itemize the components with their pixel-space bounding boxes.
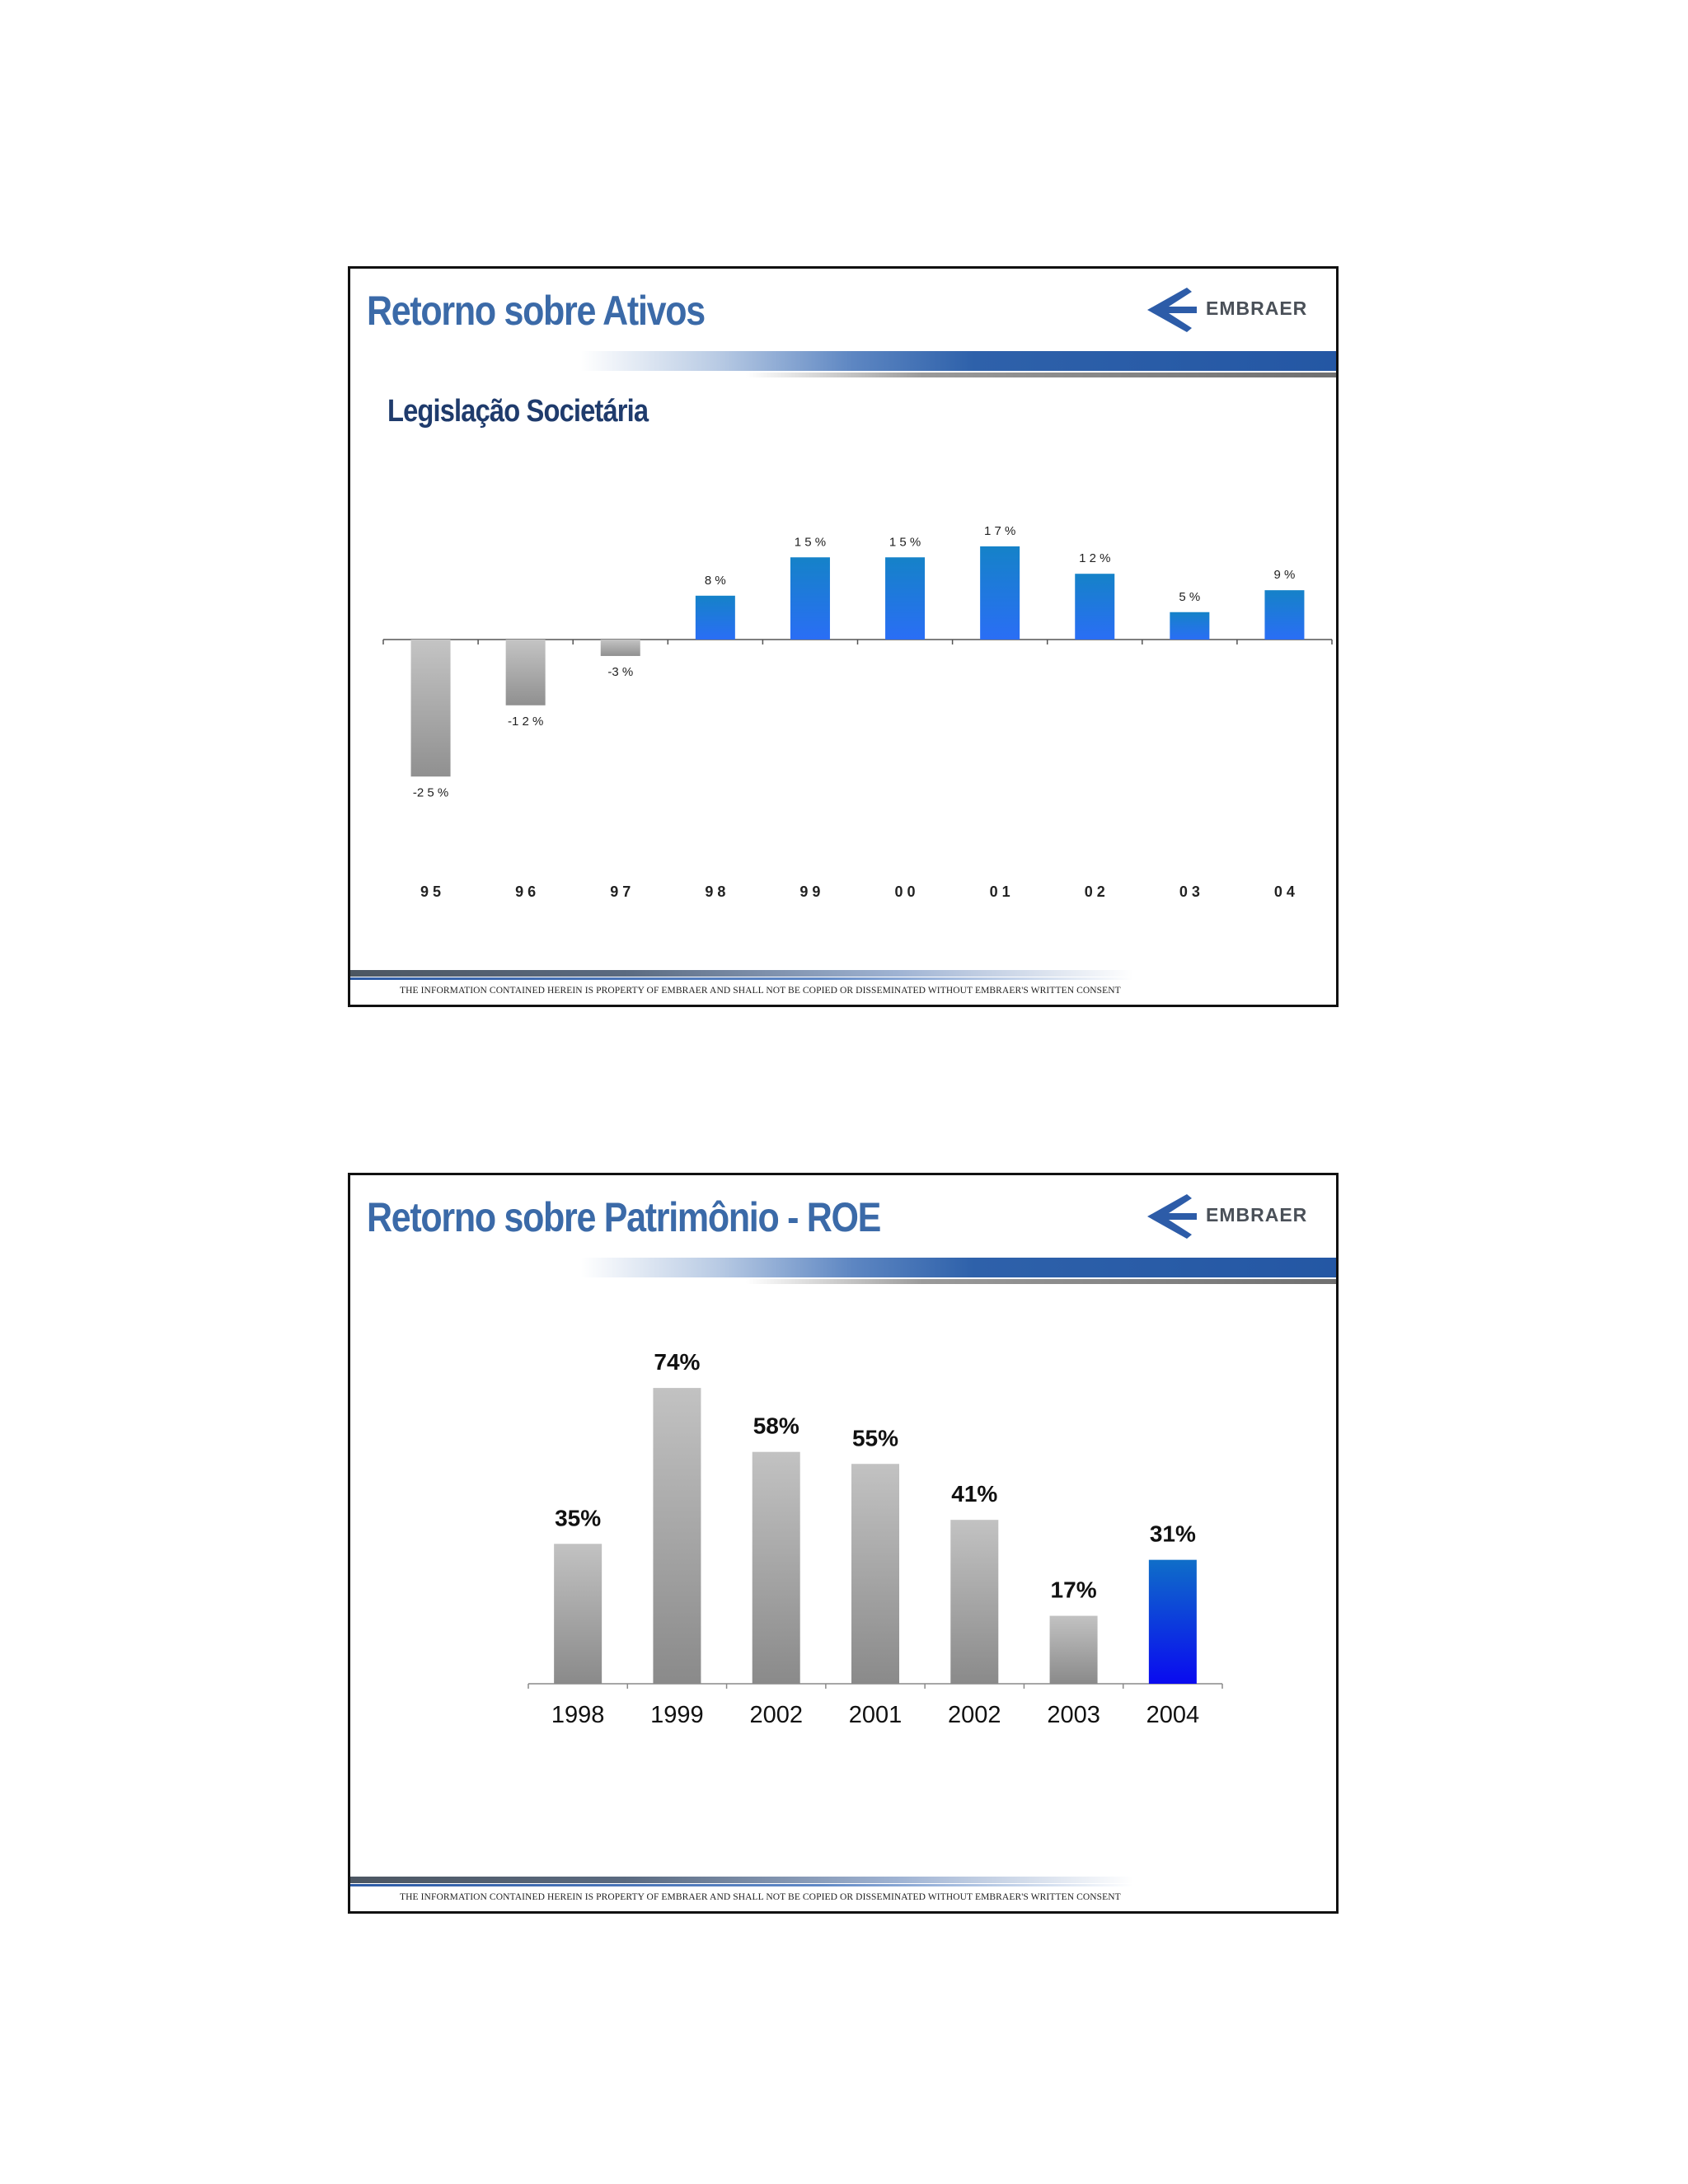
data-label: -2 5 % <box>413 785 448 799</box>
bar <box>600 640 640 656</box>
bar <box>1075 574 1115 640</box>
slide-title: Retorno sobre Ativos <box>367 288 706 334</box>
header-band-secondary <box>746 373 1336 377</box>
data-label: 74% <box>654 1349 700 1375</box>
embraer-logo: EMBRAER <box>1146 285 1327 335</box>
x-tick-label: 0 4 <box>1274 883 1295 900</box>
footer-band <box>350 970 1133 977</box>
x-tick-label: 9 5 <box>420 883 441 900</box>
slide-return-on-equity: Retorno sobre Patrimônio - ROE EMBRAER 3… <box>348 1173 1339 1914</box>
data-label: 1 7 % <box>984 524 1015 538</box>
x-tick-label: 9 9 <box>799 883 820 900</box>
x-tick-label: 0 3 <box>1179 883 1200 900</box>
bar <box>1049 1615 1098 1684</box>
bar <box>1170 612 1210 640</box>
bar <box>1148 1559 1197 1684</box>
x-tick-label: 9 6 <box>515 883 536 900</box>
x-tick-label: 9 8 <box>705 883 725 900</box>
x-tick-label: 2002 <box>948 1702 1001 1728</box>
footer-band <box>350 1877 1133 1883</box>
data-label: 1 5 % <box>795 535 826 549</box>
x-tick-label: 0 0 <box>895 883 916 900</box>
embraer-arrow-icon <box>1147 1194 1197 1239</box>
data-label: 1 5 % <box>889 535 921 549</box>
data-label: 5 % <box>1179 590 1200 604</box>
bar <box>752 1451 800 1684</box>
bar <box>505 640 546 705</box>
footer-band-secondary <box>350 1884 1133 1886</box>
x-tick-label: 2002 <box>749 1702 803 1728</box>
data-label: -1 2 % <box>508 715 543 729</box>
data-label: 9 % <box>1274 568 1296 582</box>
bar <box>980 546 1020 640</box>
data-label: 17% <box>1051 1577 1097 1603</box>
slide-title: Retorno sobre Patrimônio - ROE <box>367 1194 881 1240</box>
footer-disclaimer: THE INFORMATION CONTAINED HEREIN IS PROP… <box>400 986 1121 996</box>
x-tick-label: 2001 <box>849 1702 903 1728</box>
footer-band-secondary <box>350 977 1133 980</box>
data-label: 1 2 % <box>1079 551 1110 565</box>
chart-subtitle: Legislação Societária <box>387 394 649 429</box>
data-label: 8 % <box>705 574 726 588</box>
x-tick-label: 1998 <box>551 1702 605 1728</box>
roe-bar-chart: 35% 1998 74% 1999 58% 2002 55% 2001 41% 2002 17% 20… <box>528 1349 1223 1728</box>
header-band <box>581 1258 1336 1277</box>
x-tick-label: 2004 <box>1146 1702 1200 1728</box>
x-tick-label: 9 7 <box>610 883 631 900</box>
roa-bar-chart: -2 5 % 9 5 -1 2 % 9 6 -3 % 9 7 8 % 9 8 1 5 % 9 9 1… <box>382 524 1333 900</box>
x-tick-label: 0 1 <box>990 883 1010 900</box>
data-label: -3 % <box>607 665 633 679</box>
data-label: 58% <box>753 1413 799 1439</box>
data-label: 55% <box>852 1425 898 1451</box>
x-tick-label: 2003 <box>1047 1702 1100 1728</box>
bar <box>653 1388 701 1684</box>
bar <box>695 595 735 640</box>
embraer-logo: EMBRAER <box>1146 1192 1327 1241</box>
bar <box>790 557 830 640</box>
bar <box>950 1520 999 1684</box>
data-label: 35% <box>555 1505 601 1530</box>
bar <box>1264 590 1305 640</box>
data-label: 41% <box>951 1481 997 1507</box>
embraer-arrow-icon <box>1147 288 1197 332</box>
bar <box>885 557 926 640</box>
header-band-secondary <box>746 1279 1336 1284</box>
header-band <box>581 351 1336 371</box>
logo-text: EMBRAER <box>1206 298 1308 319</box>
data-label: 31% <box>1150 1521 1196 1547</box>
bar <box>554 1544 603 1684</box>
bar <box>410 640 451 777</box>
bar <box>851 1464 899 1684</box>
x-tick-label: 1999 <box>650 1702 704 1728</box>
footer-disclaimer: THE INFORMATION CONTAINED HEREIN IS PROP… <box>400 1892 1121 1902</box>
slide-return-on-assets: Retorno sobre Ativos EMBRAER Legislação … <box>348 266 1339 1007</box>
logo-text: EMBRAER <box>1206 1204 1308 1226</box>
x-tick-label: 0 2 <box>1085 883 1105 900</box>
